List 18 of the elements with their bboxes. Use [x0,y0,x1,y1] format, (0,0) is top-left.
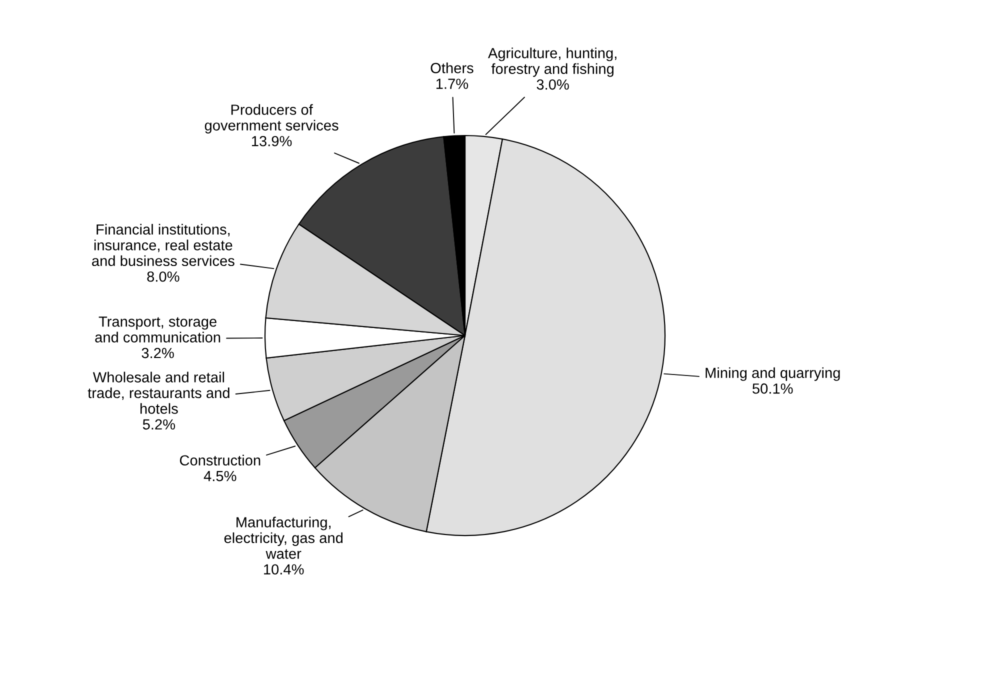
slice-label: Wholesale and retail trade, restaurants and hotels [88,372,230,414]
slice-label: Transport, storage and communication [95,316,220,342]
slice-label: Financial institutions, insurance, real estate and business services [92,224,234,266]
data-label: 5.2% [142,419,176,430]
data-label: 4.5% [204,470,236,482]
slice-label: Mining and quarrying [706,367,840,381]
slice-label: Agriculture, hunting, forestry and fishing [488,48,616,77]
data-label: 3.0% [536,79,569,90]
slice-label: Producers of government services [204,104,338,134]
slice-label: Manufacturing, electricity, gas and water [224,516,343,559]
data-label: 13.9% [252,136,292,146]
slice-label: Others [430,62,474,74]
data-label: 3.2% [142,348,174,358]
data-label: 8.0% [147,271,180,282]
slice-label: Construction [180,454,260,466]
data-label: 10.4% [264,564,304,575]
data-label: 1.7% [436,78,468,89]
data-label: 50.1% [752,383,793,394]
